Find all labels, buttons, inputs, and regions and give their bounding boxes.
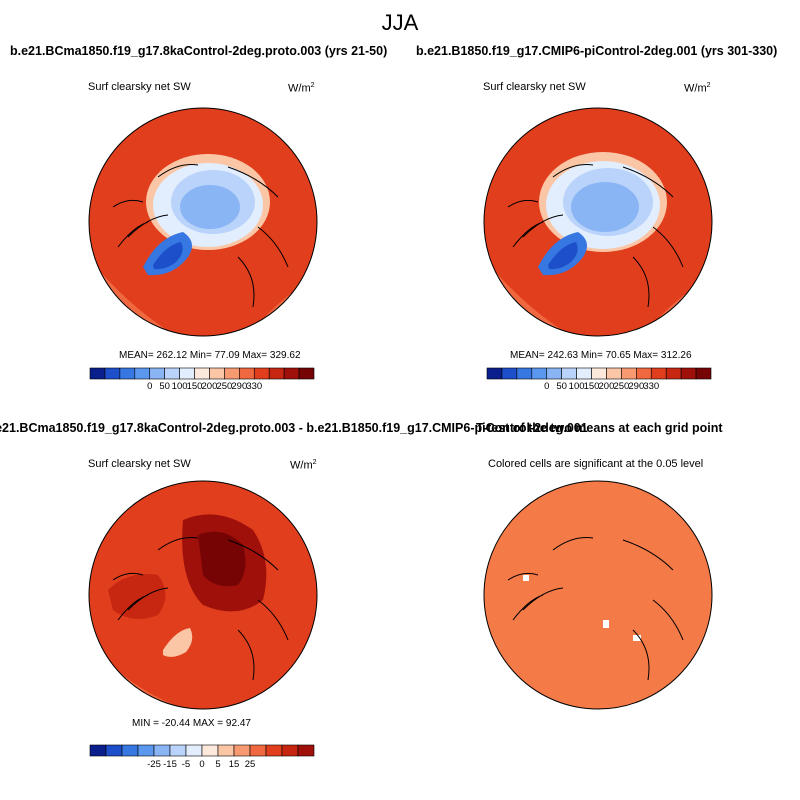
panel3-map bbox=[88, 480, 318, 710]
panel2-map bbox=[483, 107, 713, 337]
panel1-colorbar-labels: 0 50 100 150 200 250 290 330 bbox=[90, 381, 314, 393]
colorbar-swatch bbox=[89, 367, 106, 380]
colorbar-swatch bbox=[298, 367, 315, 380]
panel1-colorbar bbox=[89, 367, 315, 380]
colorbar-tick-label: 150 bbox=[186, 381, 203, 392]
colorbar-tick-label: -5 bbox=[181, 759, 191, 770]
coastlines bbox=[112, 164, 289, 308]
colorbar-swatch bbox=[149, 367, 165, 380]
colorbar-swatch bbox=[119, 367, 136, 380]
colorbar-tick-label: 25 bbox=[244, 759, 256, 770]
colorbar-swatch bbox=[486, 367, 503, 380]
colorbar-swatch bbox=[169, 744, 187, 757]
colorbar-tick-label: 330 bbox=[643, 381, 660, 392]
colorbar-tick-label: 150 bbox=[583, 381, 600, 392]
colorbar-swatch bbox=[217, 744, 235, 757]
panel2-stats: MEAN= 242.63 Min= 70.65 Max= 312.26 bbox=[510, 350, 692, 361]
colorbar-swatch bbox=[680, 367, 697, 380]
panel3-stats: MIN = -20.44 MAX = 92.47 bbox=[132, 718, 251, 729]
significance-fill bbox=[484, 481, 712, 709]
colorbar-swatch bbox=[89, 744, 107, 757]
panel4-subtitle: Colored cells are significant at the 0.0… bbox=[488, 458, 704, 470]
figure-title: JJA bbox=[381, 10, 419, 35]
colorbar-tick-label: 0 bbox=[147, 381, 153, 392]
colorbar-swatch bbox=[253, 367, 270, 380]
panel3-title: b.e21.BCma1850.f19_g17.8kaControl-2deg.p… bbox=[0, 421, 588, 435]
colorbar-swatch bbox=[561, 367, 577, 380]
colorbar-swatch bbox=[531, 367, 548, 380]
coastlines bbox=[507, 537, 684, 681]
colorbar-tick-label: -15 bbox=[163, 759, 177, 770]
colorbar-tick-label: 200 bbox=[598, 381, 615, 392]
colorbar-swatch bbox=[297, 744, 315, 757]
colorbar-tick-label: 50 bbox=[556, 381, 567, 392]
colorbar-swatch bbox=[201, 744, 219, 757]
colorbar-swatch bbox=[104, 367, 121, 380]
colorbar-tick-label: 0 bbox=[544, 381, 550, 392]
colorbar-tick-label: 100 bbox=[568, 381, 585, 392]
colorbar-tick-label: 200 bbox=[201, 381, 218, 392]
panel4-map bbox=[483, 480, 713, 710]
colorbar-swatch bbox=[224, 367, 240, 380]
colorbar-swatch bbox=[134, 367, 151, 380]
panel1-units: W/m2 bbox=[288, 82, 315, 95]
colorbar-swatch bbox=[164, 367, 180, 380]
panel3-colorbar-labels: -25 -15 -5 0 5 15 25 bbox=[90, 759, 314, 771]
colorbar-swatch bbox=[546, 367, 562, 380]
colorbar-swatch bbox=[695, 367, 712, 380]
colorbar-swatch bbox=[636, 367, 652, 380]
colorbar-tick-label: 100 bbox=[171, 381, 188, 392]
panel3-units: W/m2 bbox=[290, 459, 317, 472]
colorbar-tick-label: 250 bbox=[216, 381, 233, 392]
panel2-title: b.e21.B1850.f19_g17.CMIP6-piControl-2deg… bbox=[416, 44, 778, 58]
colorbar-swatch bbox=[153, 744, 171, 757]
colorbar-swatch bbox=[281, 744, 299, 757]
colorbar-swatch bbox=[233, 744, 251, 757]
colorbar-swatch bbox=[516, 367, 533, 380]
colorbar-swatch bbox=[268, 367, 285, 380]
colorbar-tick-label: -25 bbox=[147, 759, 161, 770]
colorbar-tick-label: 15 bbox=[228, 759, 240, 770]
colorbar-swatch bbox=[137, 744, 155, 757]
panel2-colorbar-labels: 0 50 100 150 200 250 290 330 bbox=[487, 381, 711, 393]
panel3-subtitle: Surf clearsky net SW bbox=[88, 458, 191, 470]
coastlines bbox=[507, 164, 684, 308]
colorbar-swatch bbox=[621, 367, 637, 380]
panel2-subtitle: Surf clearsky net SW bbox=[483, 81, 586, 93]
coastlines bbox=[112, 537, 289, 681]
colorbar-tick-label: 290 bbox=[628, 381, 645, 392]
colorbar-tick-label: 0 bbox=[199, 759, 205, 770]
colorbar-swatch bbox=[606, 367, 622, 380]
colorbar-swatch bbox=[209, 367, 225, 380]
panel2-colorbar bbox=[486, 367, 712, 380]
colorbar-swatch bbox=[665, 367, 682, 380]
panel4-title: T-test of the two means at each grid poi… bbox=[476, 421, 723, 435]
panel1-title: b.e21.BCma1850.f19_g17.8kaControl-2deg.p… bbox=[10, 44, 388, 58]
colorbar-swatch bbox=[283, 367, 300, 380]
colorbar-tick-label: 250 bbox=[613, 381, 630, 392]
colorbar-swatch bbox=[185, 744, 203, 757]
colorbar-swatch bbox=[501, 367, 518, 380]
colorbar-swatch bbox=[591, 367, 607, 380]
panel1-map bbox=[88, 107, 318, 337]
panel3-colorbar bbox=[89, 744, 315, 757]
colorbar-swatch bbox=[179, 367, 195, 380]
colorbar-swatch bbox=[239, 367, 255, 380]
colorbar-tick-label: 5 bbox=[215, 759, 221, 770]
colorbar-swatch bbox=[265, 744, 283, 757]
colorbar-tick-label: 50 bbox=[159, 381, 170, 392]
panel1-stats: MEAN= 262.12 Min= 77.09 Max= 329.62 bbox=[119, 350, 301, 361]
colorbar-swatch bbox=[105, 744, 123, 757]
panel2-units: W/m2 bbox=[684, 82, 711, 95]
colorbar-swatch bbox=[650, 367, 667, 380]
colorbar-swatch bbox=[249, 744, 267, 757]
colorbar-swatch bbox=[194, 367, 210, 380]
colorbar-tick-label: 330 bbox=[246, 381, 263, 392]
panel1-subtitle: Surf clearsky net SW bbox=[88, 81, 191, 93]
colorbar-swatch bbox=[576, 367, 592, 380]
colorbar-swatch bbox=[121, 744, 139, 757]
colorbar-tick-label: 290 bbox=[231, 381, 248, 392]
